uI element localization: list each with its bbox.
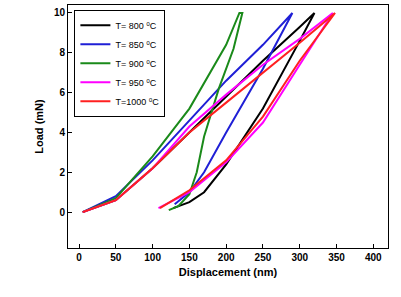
svg-text:10: 10 [54,7,66,18]
svg-text:6: 6 [59,87,65,98]
svg-text:100: 100 [144,252,161,263]
svg-text:T= 800 ⁰C: T= 800 ⁰C [115,21,156,31]
svg-text:T= 900 ⁰C: T= 900 ⁰C [115,59,156,69]
svg-text:2: 2 [59,167,65,178]
svg-text:150: 150 [181,252,198,263]
svg-text:0: 0 [59,207,65,218]
svg-text:Load (mN): Load (mN) [33,99,45,154]
svg-text:50: 50 [110,252,122,263]
svg-text:8: 8 [59,47,65,58]
svg-text:Displacement (nm): Displacement (nm) [179,266,278,278]
svg-text:250: 250 [255,252,272,263]
svg-text:200: 200 [218,252,235,263]
svg-text:350: 350 [328,252,345,263]
svg-text:0: 0 [76,252,82,263]
svg-text:300: 300 [291,252,308,263]
svg-text:T= 950 ⁰C: T= 950 ⁰C [115,78,156,88]
svg-text:4: 4 [59,127,65,138]
svg-text:T= 850 ⁰C: T= 850 ⁰C [115,40,156,50]
svg-text:T=1000 ⁰C: T=1000 ⁰C [115,97,159,107]
svg-text:400: 400 [365,252,382,263]
